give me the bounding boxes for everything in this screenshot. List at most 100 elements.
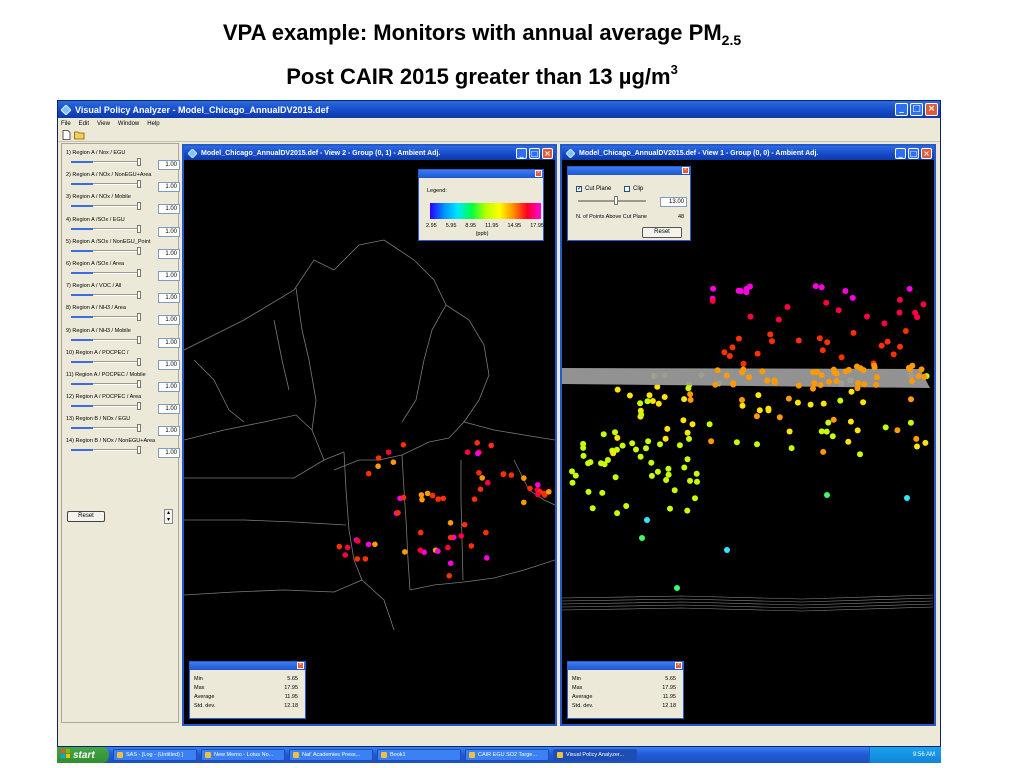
close-icon[interactable]: × xyxy=(297,662,304,669)
param-value-input[interactable]: 1.00 xyxy=(158,226,180,237)
param-value-input[interactable]: 1.00 xyxy=(158,359,180,370)
param-value-input[interactable]: 1.00 xyxy=(158,315,180,326)
param-slider-thumb[interactable] xyxy=(137,379,141,388)
param-slider-thumb[interactable] xyxy=(137,202,141,211)
close-icon[interactable]: × xyxy=(542,148,553,159)
minimize-icon[interactable]: _ xyxy=(516,148,527,159)
minimize-icon[interactable]: _ xyxy=(895,103,908,116)
slide-title: VPA example: Monitors with annual averag… xyxy=(0,18,964,92)
param-slider-track[interactable] xyxy=(71,449,141,452)
param-slider-track[interactable] xyxy=(71,405,141,408)
param-value-input[interactable]: 1.00 xyxy=(158,182,180,193)
param-value-input[interactable]: 1.00 xyxy=(158,293,180,304)
maximize-icon[interactable]: □ xyxy=(529,148,540,159)
param-slider-track[interactable] xyxy=(71,427,141,430)
param-value-input[interactable]: 1.00 xyxy=(158,404,180,415)
taskbar-item[interactable]: SAS - [Log - (Untitled) ] xyxy=(113,749,197,761)
param-value-input[interactable]: 1.00 xyxy=(158,448,180,459)
cut-plane-slider-thumb[interactable] xyxy=(614,196,618,205)
param-slider-thumb[interactable] xyxy=(137,402,141,411)
close-icon[interactable]: × xyxy=(921,148,932,159)
param-slider-track[interactable] xyxy=(71,161,141,163)
param-slider-track[interactable] xyxy=(71,205,141,208)
param-value-input[interactable]: 1.00 xyxy=(158,381,180,392)
taskbar-item[interactable]: New Memo - Lotus No... xyxy=(201,749,285,761)
param-slider-track[interactable] xyxy=(71,382,141,385)
boundary-line xyxy=(193,359,245,423)
scatter-point xyxy=(807,401,814,408)
spinner-control[interactable]: ▴ ▾ xyxy=(164,509,173,524)
cut-plane-slider-track[interactable] xyxy=(578,200,646,202)
open-folder-icon[interactable] xyxy=(74,130,85,140)
scatter-point xyxy=(918,366,925,373)
param-slider-track[interactable] xyxy=(71,271,141,274)
param-slider-thumb[interactable] xyxy=(137,291,141,300)
param-slider-track[interactable] xyxy=(71,316,141,319)
param-slider-thumb[interactable] xyxy=(137,158,141,166)
map-canvas[interactable] xyxy=(184,160,555,724)
param-value-input[interactable]: 1.00 xyxy=(158,248,180,259)
param-slider-thumb[interactable] xyxy=(137,424,141,433)
param-slider-thumb[interactable] xyxy=(137,446,141,455)
taskbar-item[interactable]: Nat' Academies Press... xyxy=(289,749,373,761)
stats-title-bar[interactable]: × xyxy=(190,662,305,670)
close-icon[interactable]: × xyxy=(925,103,938,116)
cut-panel-title-bar[interactable]: × xyxy=(568,167,690,175)
taskbar-item[interactable]: Book1 xyxy=(377,749,461,761)
param-slider-thumb[interactable] xyxy=(137,180,141,189)
param-slider-thumb[interactable] xyxy=(137,357,141,366)
monitor-dot xyxy=(546,489,552,495)
checkbox-box[interactable] xyxy=(624,186,630,192)
cut-plane-checkbox[interactable]: ✓ Cut Plane xyxy=(576,186,611,192)
minimize-icon[interactable]: _ xyxy=(895,148,906,159)
scatter-point xyxy=(712,381,719,388)
menu-file[interactable]: File xyxy=(61,120,71,127)
clip-checkbox[interactable]: Clip xyxy=(624,186,643,192)
new-file-icon[interactable] xyxy=(61,130,71,140)
view-2-title-bar[interactable]: Model_Chicago_AnnualDV2015.def - View 2 … xyxy=(184,146,555,160)
start-button[interactable]: start xyxy=(57,747,109,763)
legend-title-bar[interactable]: × xyxy=(419,170,543,178)
param-value-input[interactable]: 1.00 xyxy=(158,337,180,348)
close-icon[interactable]: × xyxy=(675,662,682,669)
param-slider-track[interactable] xyxy=(71,338,141,341)
cut-reset-button[interactable]: Reset xyxy=(642,227,682,238)
scatter-point xyxy=(671,487,678,494)
scatter-3d-canvas[interactable] xyxy=(562,160,934,724)
param-slider-track[interactable] xyxy=(71,360,141,363)
param-slider-thumb[interactable] xyxy=(137,335,141,344)
boundary-line xyxy=(401,454,411,591)
close-icon[interactable]: × xyxy=(535,170,542,177)
param-slider-track[interactable] xyxy=(71,294,141,297)
menu-window[interactable]: Window xyxy=(117,120,140,127)
checkbox-box[interactable]: ✓ xyxy=(576,186,583,192)
cut-plane-value-input[interactable]: 13.00 xyxy=(660,197,687,207)
param-slider-track[interactable] xyxy=(71,183,141,186)
param-slider-track[interactable] xyxy=(71,227,141,230)
menu-edit[interactable]: Edit xyxy=(78,120,90,127)
param-value-input[interactable]: 1.00 xyxy=(158,270,180,281)
menu-help[interactable]: Help xyxy=(147,120,160,127)
close-icon[interactable]: × xyxy=(682,167,689,174)
param-slider-thumb[interactable] xyxy=(137,224,141,233)
param-row: 11) Region A / POCPEC / Mobile 1.00 xyxy=(66,371,180,393)
menu-view[interactable]: View xyxy=(97,120,110,127)
slide-title-line-1: VPA example: Monitors with annual averag… xyxy=(0,18,964,55)
stats-title-bar[interactable]: × xyxy=(568,662,683,670)
param-value-input[interactable]: 1.00 xyxy=(158,160,180,170)
taskbar-item[interactable]: Visual Policy Analyzer... xyxy=(553,749,637,761)
param-value-input[interactable]: 1.00 xyxy=(158,426,180,437)
app-title-bar[interactable]: Visual Policy Analyzer - Model_Chicago_A… xyxy=(58,101,940,118)
param-slider-thumb[interactable] xyxy=(137,313,141,322)
taskbar-item[interactable]: CAIR EGU SO2 Targe... xyxy=(465,749,549,761)
param-slider-track[interactable] xyxy=(71,249,141,252)
view-1-title-bar[interactable]: Model_Chicago_AnnualDV2015.def - View 1 … xyxy=(562,146,934,160)
maximize-icon[interactable]: □ xyxy=(910,103,923,116)
scatter-point xyxy=(676,442,683,449)
param-slider-thumb[interactable] xyxy=(137,268,141,277)
param-slider-thumb[interactable] xyxy=(137,246,141,255)
maximize-icon[interactable]: □ xyxy=(908,148,919,159)
reset-button[interactable]: Reset xyxy=(67,511,105,522)
monitor-dot xyxy=(527,485,533,492)
param-value-input[interactable]: 1.00 xyxy=(158,204,180,215)
